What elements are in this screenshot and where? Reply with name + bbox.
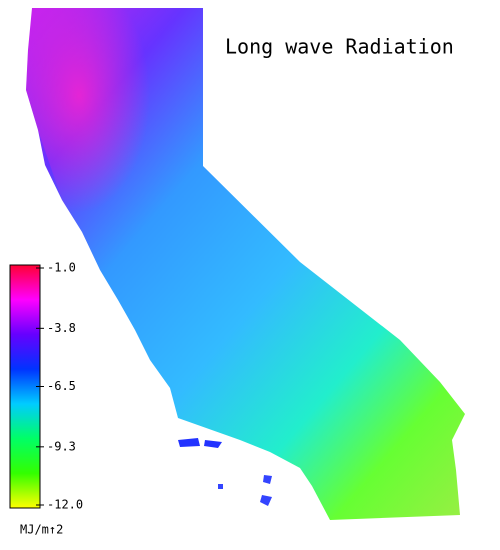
colorbar-tick-label: -3.8 — [47, 321, 76, 335]
coast-highlight — [26, 8, 203, 300]
island — [204, 440, 222, 448]
colorbar-gradient — [9, 264, 41, 509]
island — [178, 438, 200, 447]
island — [218, 484, 223, 489]
map-title: Long wave Radiation — [225, 35, 454, 59]
colorbar-tick-label: -6.5 — [47, 379, 76, 393]
island — [263, 475, 272, 484]
island — [260, 495, 272, 506]
colorbar-tick-label: -9.3 — [47, 439, 76, 453]
colorbar: -1.0 -3.8 -6.5 -9.3 -12.0 — [9, 261, 83, 512]
colorbar-tick-label: -1.0 — [47, 261, 76, 275]
colorbar-tick-label: -12.0 — [47, 498, 83, 512]
california-map — [26, 8, 465, 520]
colorbar-unit: MJ/m↑2 — [20, 523, 63, 537]
